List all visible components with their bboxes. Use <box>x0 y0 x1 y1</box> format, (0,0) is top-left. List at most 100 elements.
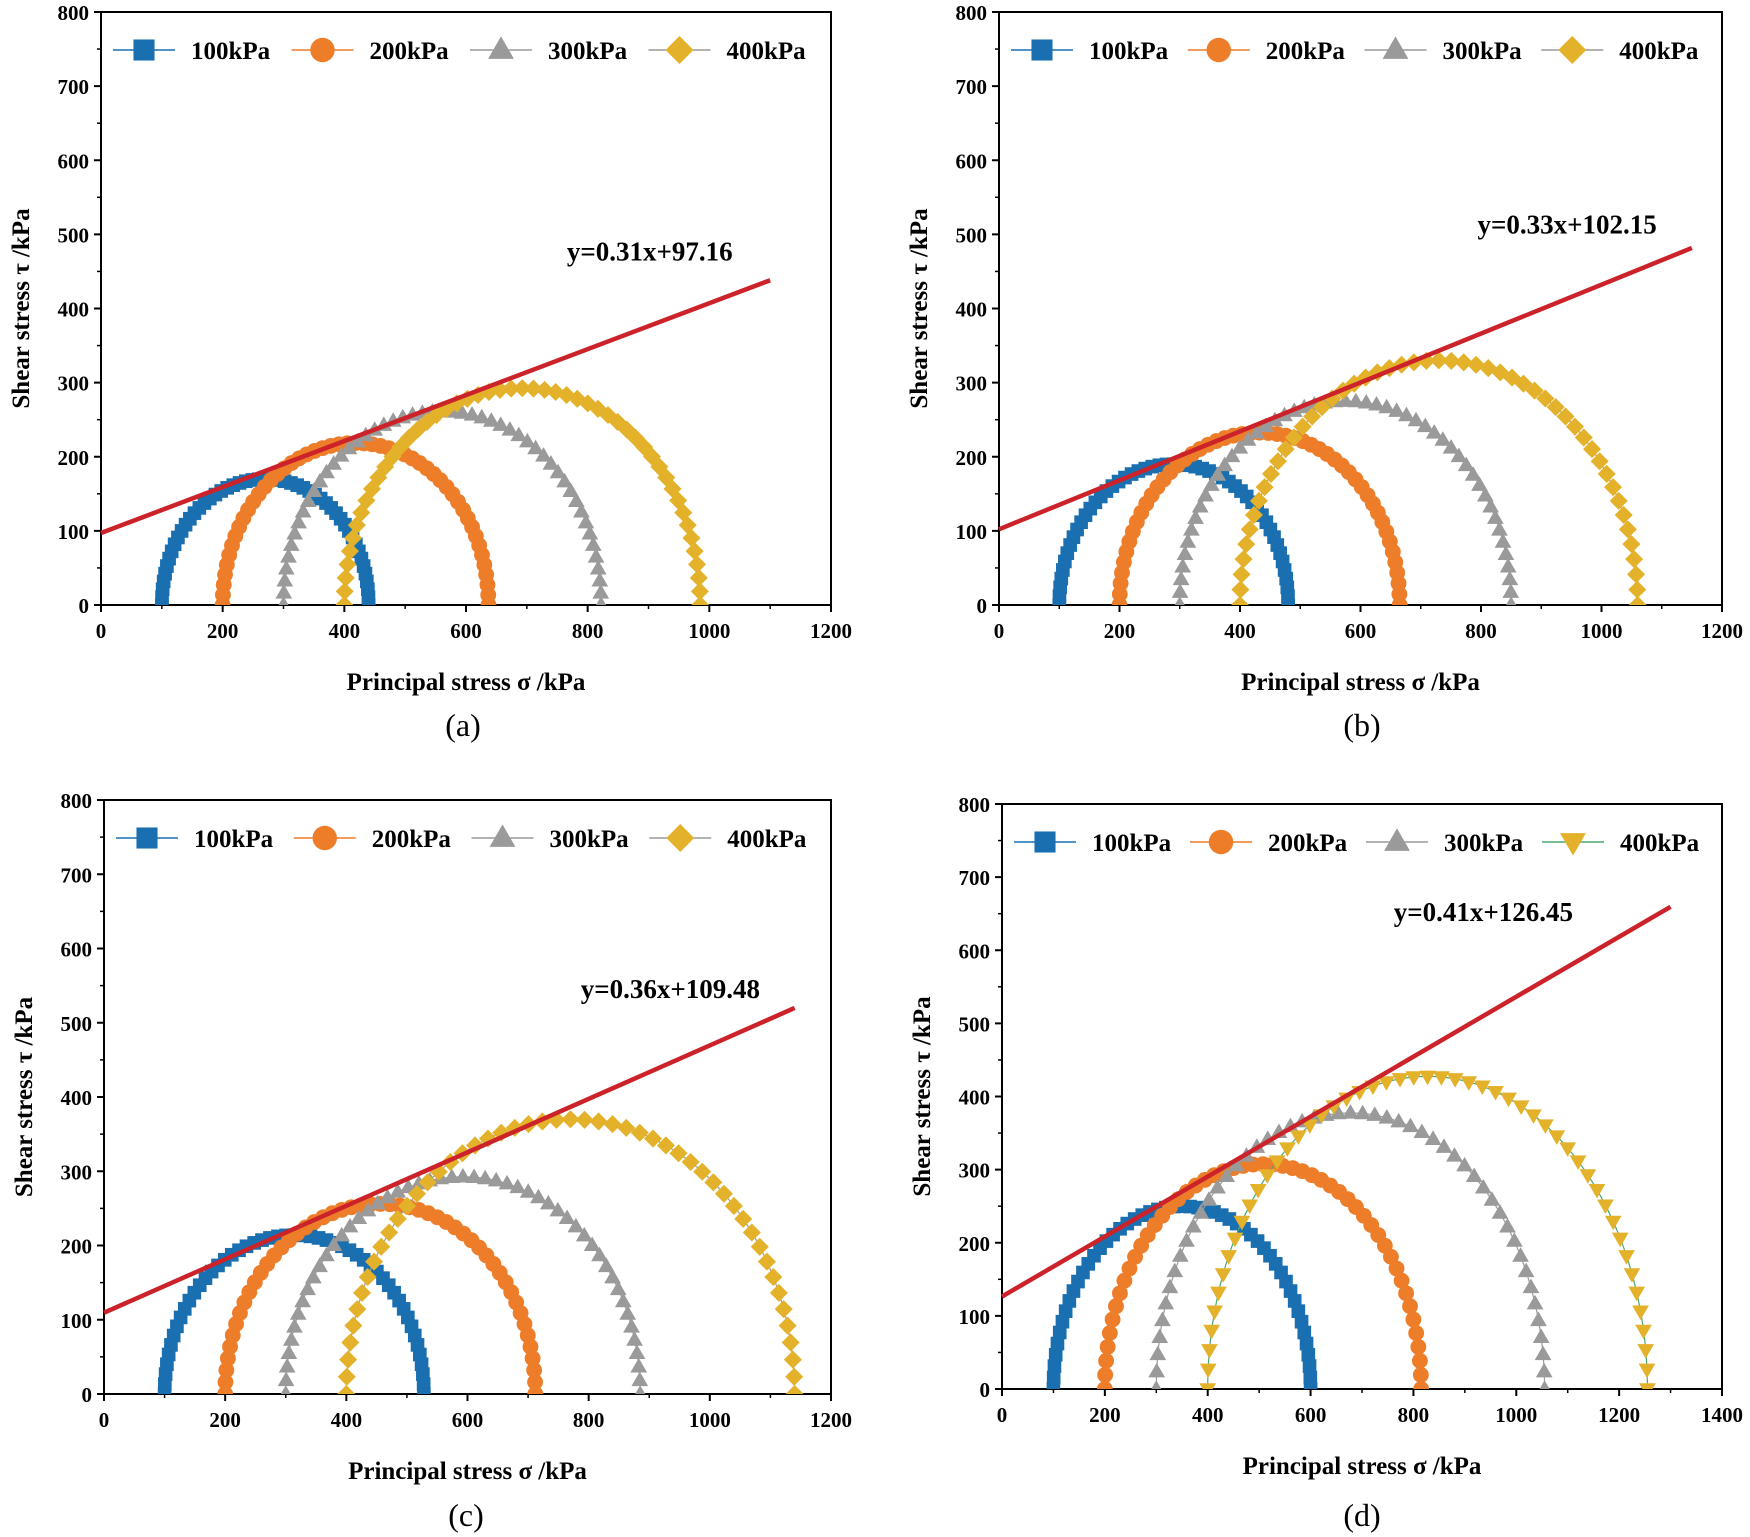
data-point <box>353 1283 372 1302</box>
panel-caption: (a) <box>445 707 481 743</box>
data-point <box>480 597 497 605</box>
x-tick-label: 1000 <box>1581 619 1623 643</box>
data-point <box>1402 1298 1418 1315</box>
data-point <box>1099 1338 1116 1355</box>
y-axis-title: Shear stress τ /kPa <box>8 208 35 409</box>
data-point <box>335 582 354 601</box>
data-point <box>573 502 590 518</box>
data-point <box>278 596 289 605</box>
data-point <box>318 463 335 479</box>
y-tick-label: 0 <box>977 594 988 618</box>
x-tick-label: 1200 <box>1598 1403 1640 1427</box>
legend-label: 100kPa <box>1089 38 1169 65</box>
data-point <box>282 536 300 551</box>
data-point <box>778 1316 797 1335</box>
data-point <box>1151 1380 1162 1389</box>
x-tick-label: 800 <box>573 1408 605 1432</box>
data-point <box>509 1178 527 1194</box>
data-point <box>1411 1352 1428 1369</box>
data-point <box>1157 1294 1175 1310</box>
x-tick-label: 1000 <box>688 619 730 643</box>
data-point <box>704 1173 723 1192</box>
legend-label: 100kPa <box>1092 830 1172 857</box>
x-tick-label: 600 <box>452 1408 484 1432</box>
data-point <box>218 1362 235 1379</box>
data-point <box>1187 509 1204 524</box>
data-point <box>1479 359 1498 378</box>
data-point <box>476 1169 494 1185</box>
data-point <box>1249 1184 1267 1199</box>
data-point <box>690 582 709 601</box>
data-point <box>631 1371 649 1387</box>
data-point <box>1413 1123 1431 1139</box>
data-point <box>1433 1071 1450 1086</box>
series-400kPa <box>1230 351 1647 605</box>
x-tick-label: 1000 <box>1495 1403 1537 1427</box>
data-point <box>340 439 358 455</box>
y-tick-label: 200 <box>61 1235 93 1259</box>
data-point <box>1293 417 1312 436</box>
panel-caption: (c) <box>448 1497 484 1533</box>
data-point <box>332 447 350 462</box>
data-point <box>337 1384 356 1394</box>
data-point <box>1604 478 1623 497</box>
data-point <box>1281 598 1296 605</box>
data-point <box>1491 521 1508 536</box>
x-axis-title: Principal stress σ /kPa <box>347 669 586 696</box>
y-axis-title: Shear stress τ /kPa <box>906 208 933 409</box>
data-point <box>584 536 602 551</box>
data-point <box>1378 398 1396 414</box>
data-point <box>1046 1370 1061 1385</box>
x-tick-label: 0 <box>96 619 107 643</box>
data-point <box>1526 1294 1544 1310</box>
x-tick-label: 200 <box>1089 1403 1121 1427</box>
legend-label: 300kPa <box>550 826 630 853</box>
data-point <box>1368 395 1385 411</box>
data-point <box>417 1387 431 1394</box>
data-point <box>1597 464 1616 483</box>
data-point <box>1248 424 1266 439</box>
data-point <box>348 1300 367 1319</box>
data-point <box>1583 440 1602 459</box>
data-point <box>609 1280 627 1296</box>
data-point <box>1514 374 1533 393</box>
data-point <box>1354 1104 1371 1120</box>
data-point <box>1302 1359 1317 1373</box>
data-point <box>336 568 355 587</box>
data-point <box>1357 393 1375 409</box>
data-point <box>556 472 573 488</box>
data-point <box>1276 440 1295 459</box>
data-point <box>1446 1147 1463 1162</box>
y-tick-label: 400 <box>58 298 90 322</box>
legend-label: 300kPa <box>1443 38 1523 65</box>
data-point <box>513 379 532 398</box>
data-point <box>1635 1324 1652 1340</box>
data-point <box>1178 1232 1195 1247</box>
x-tick-label: 200 <box>209 1408 241 1432</box>
data-point <box>750 1237 769 1256</box>
x-tick-label: 200 <box>207 619 239 643</box>
data-point <box>337 1367 356 1386</box>
data-point <box>1301 1119 1319 1134</box>
legend-label: 300kPa <box>548 38 628 65</box>
series-100kPa <box>1046 1199 1318 1389</box>
data-point <box>286 524 304 540</box>
data-point <box>348 432 366 448</box>
data-point <box>1588 1184 1606 1199</box>
data-point <box>1505 1232 1523 1247</box>
data-point <box>1425 424 1443 439</box>
data-point <box>1627 565 1646 584</box>
data-point <box>557 385 576 405</box>
data-point <box>1337 392 1354 407</box>
data-point <box>1391 597 1408 605</box>
data-point <box>1525 381 1544 400</box>
data-point <box>530 1188 547 1204</box>
data-point <box>1402 1117 1419 1133</box>
data-point <box>587 548 605 563</box>
data-point <box>1108 1298 1124 1315</box>
data-point <box>1048 1347 1063 1362</box>
data-point <box>1614 505 1633 524</box>
data-point <box>1382 36 1409 59</box>
data-point <box>1407 411 1425 427</box>
